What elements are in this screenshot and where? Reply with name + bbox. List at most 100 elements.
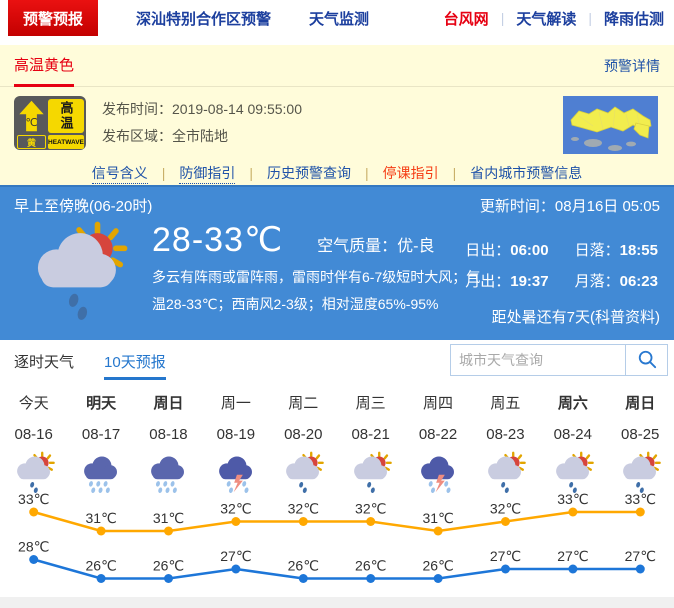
link-warning-history[interactable]: 历史预警查询 <box>267 165 351 181</box>
link-separator: | <box>452 165 457 181</box>
low-temp-label: 26℃ <box>85 558 116 574</box>
warning-tab-row: 高温黄色 预警详情 <box>0 45 674 87</box>
day-column[interactable]: 周五 08-23 <box>472 392 539 443</box>
high-temp-label: 32℃ <box>355 501 386 517</box>
high-temp-label: 31℃ <box>422 510 453 526</box>
day-date: 08-18 <box>149 426 188 443</box>
nav-separator: | <box>588 10 592 26</box>
city-search-input[interactable] <box>451 345 625 375</box>
day-name: 周三 <box>355 395 386 412</box>
link-rainfall-estimate[interactable]: 降雨估测 <box>603 10 664 28</box>
current-info: 28-33℃ 空气质量：优-良 多云有阵雨或雷阵雨，雷雨时伴有6-7级短时大风；… <box>152 220 480 318</box>
link-weather-interpretation[interactable]: 天气解读 <box>516 10 577 28</box>
tab-weather-monitoring[interactable]: 天气监测 <box>309 10 370 28</box>
day-column[interactable]: 周日 08-18 <box>135 392 202 443</box>
sunrise-value: 06:00 <box>510 242 549 259</box>
link-defense-guide[interactable]: 防御指引 <box>179 165 236 184</box>
day-date: 08-22 <box>418 426 458 443</box>
day-column[interactable]: 今天 08-16 <box>0 392 67 443</box>
weather-icon-sun-shower <box>337 451 404 495</box>
weather-icon-heavy-rain <box>67 451 134 495</box>
low-temp-label: 28℃ <box>18 539 49 555</box>
weather-icon-heavy-rain <box>135 451 202 495</box>
warning-map-thumbnail[interactable] <box>563 96 658 154</box>
warning-detail-link[interactable]: 预警详情 <box>604 57 660 74</box>
high-temp-label: 32℃ <box>490 501 521 517</box>
current-header: 早上至傍晚(06-20时) 更新时间：08月16日 05:05 <box>0 187 674 216</box>
search-button[interactable] <box>625 345 667 375</box>
high-temp-label: 31℃ <box>153 510 184 526</box>
publish-time-value: 2019-08-14 09:55:00 <box>172 101 302 117</box>
tab-shenshan-coop-warning[interactable]: 深汕特别合作区预警 <box>136 10 272 28</box>
air-quality-value: 优-良 <box>397 238 435 255</box>
low-temp-label: 26℃ <box>153 558 184 574</box>
day-column[interactable]: 明天 08-17 <box>67 392 134 443</box>
high-temp-point <box>501 517 510 526</box>
forecast-panel: 逐时天气 10天预报 今天08-16明天08-17周日08-18周一08-19周… <box>0 340 674 597</box>
temp-line: 28-33℃ 空气质量：优-良 <box>152 220 480 260</box>
sun-moon-times: 日出：06:00 日落：18:55 月出：19:37 月落：06:23 <box>465 239 658 291</box>
high-temp-point <box>96 526 106 536</box>
link-province-city-warnings[interactable]: 省内城市预警信息 <box>470 165 583 181</box>
description-line-1: 多云有阵雨或雷阵雨，雷雨时伴有6-7级短时大风；气 <box>152 269 481 285</box>
day-name: 周四 <box>423 395 454 412</box>
low-temp-point <box>568 564 578 574</box>
day-name: 明天 <box>86 395 117 412</box>
update-time: 更新时间：08月16日 05:05 <box>480 195 660 216</box>
day-column[interactable]: 周六 08-24 <box>539 392 606 443</box>
moonset-value: 06:23 <box>619 273 658 290</box>
current-conditions-panel: 早上至傍晚(06-20时) 更新时间：08月16日 05:05 28-33℃ 空… <box>0 185 674 340</box>
publish-time-row: 发布时间：2019-08-14 09:55:00 <box>102 96 302 123</box>
publish-area-label: 发布区域： <box>102 128 172 144</box>
publish-area-row: 发布区域：全市陆地 <box>102 123 302 150</box>
day-column[interactable]: 周四 08-22 <box>404 392 471 443</box>
day-date: 08-20 <box>284 426 323 443</box>
link-typhoon-net[interactable]: 台风网 <box>443 10 489 28</box>
tab-ten-day-forecast[interactable]: 10天预报 <box>104 351 166 380</box>
publish-area-value: 全市陆地 <box>172 128 228 144</box>
link-class-suspension-guide[interactable]: 停课指引 <box>382 165 439 181</box>
link-separator: | <box>161 165 166 181</box>
high-temp-point <box>231 517 241 526</box>
top-nav-left: 预警预报 深汕特别合作区预警 天气监测 <box>0 0 369 36</box>
solar-term-countdown[interactable]: 距处暑还有7天(科普资料) <box>491 309 660 326</box>
low-temp-point <box>433 574 443 583</box>
day-name: 周一 <box>220 395 251 412</box>
day-column[interactable]: 周一 08-19 <box>202 392 269 443</box>
moonrise: 月出：19:37 <box>465 270 548 291</box>
weather-icon-sun-shower <box>472 451 539 495</box>
moonset: 月落：06:23 <box>575 270 658 291</box>
sunrise: 日出：06:00 <box>465 239 548 260</box>
air-quality: 空气质量：优-良 <box>317 232 434 256</box>
high-temp-point <box>433 526 443 536</box>
update-time-label: 更新时间： <box>479 198 555 215</box>
heat-warning-icon: ℃ 高温 黄 HEATWAVE <box>14 96 86 150</box>
high-temp-point <box>164 526 173 536</box>
day-name: 今天 <box>18 395 49 412</box>
warning-body: ℃ 高温 黄 HEATWAVE 发布时间：2019-08-14 09:55:00… <box>0 87 674 154</box>
weather-icon-sun-shower <box>539 451 606 495</box>
temperature-chart: 33℃31℃ 31℃32℃ 32℃ 32℃31℃32℃33℃ 33℃28℃26℃ 26℃2… <box>18 491 656 583</box>
high-temp-point <box>635 507 645 517</box>
tab-heat-yellow-warning[interactable]: 高温黄色 <box>14 45 75 87</box>
warning-panel: 高温黄色 预警详情 ℃ 高温 黄 HEATWAVE 发布时间：2019-08-1… <box>0 45 674 185</box>
city-search-box <box>450 344 668 376</box>
day-date: 08-24 <box>553 426 592 443</box>
tab-warning-forecast[interactable]: 预警预报 <box>8 0 99 36</box>
tab-hourly-weather[interactable]: 逐时天气 <box>14 354 75 371</box>
low-temp-point <box>366 574 376 583</box>
day-column[interactable]: 周三 08-21 <box>337 392 404 443</box>
day-date: 08-16 <box>14 426 53 443</box>
day-column[interactable]: 周二 08-20 <box>270 392 337 443</box>
link-signal-meaning[interactable]: 信号含义 <box>91 165 148 184</box>
day-column[interactable]: 周日 08-25 <box>607 392 674 443</box>
low-temp-series: 28℃ 26℃ 26℃ 27℃ 26℃ 26℃ 26℃ 27℃ 27℃ 27℃ <box>18 539 656 583</box>
current-weather-icon <box>26 220 132 320</box>
high-temp-point <box>29 507 39 517</box>
high-temp-label: 31℃ <box>85 510 116 526</box>
low-temp-label: 27℃ <box>625 548 656 564</box>
low-temp-point <box>231 564 241 574</box>
heat-icon-title: 高温 <box>48 99 84 133</box>
day-name: 周六 <box>557 395 588 412</box>
